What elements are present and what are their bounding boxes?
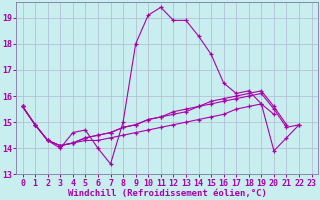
X-axis label: Windchill (Refroidissement éolien,°C): Windchill (Refroidissement éolien,°C) xyxy=(68,189,267,198)
